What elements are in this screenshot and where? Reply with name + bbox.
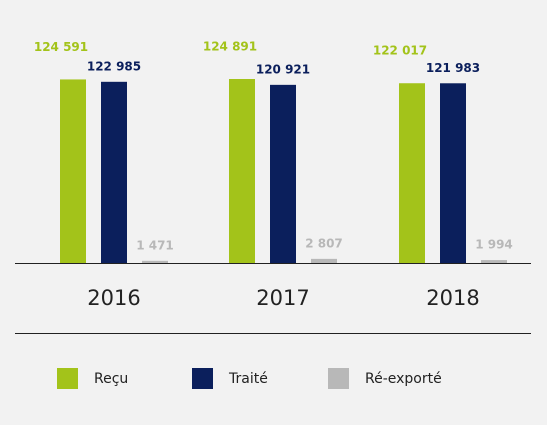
legend-label: Traité — [228, 371, 268, 387]
legend-swatch — [57, 368, 78, 389]
value-label: 2 807 — [305, 236, 343, 250]
value-label: 124 891 — [203, 40, 257, 54]
bar — [101, 81, 127, 264]
bar — [399, 83, 425, 263]
x-tick-label: 2018 — [426, 286, 479, 310]
x-tick-label: 2016 — [87, 286, 140, 310]
bar — [311, 258, 337, 263]
legend-label: Reçu — [94, 371, 128, 387]
bar — [440, 83, 466, 264]
value-label: 122 985 — [87, 59, 141, 73]
value-label: 124 591 — [34, 40, 88, 54]
x-tick-label: 2017 — [256, 286, 309, 310]
value-label: 120 921 — [256, 62, 310, 76]
bar — [229, 79, 255, 263]
value-label: 1 471 — [136, 238, 174, 252]
legend-swatch — [192, 368, 213, 389]
value-label: 1 994 — [475, 238, 513, 252]
value-label: 122 017 — [373, 44, 427, 58]
legend-label: Ré-exporté — [365, 371, 442, 387]
bar — [270, 84, 296, 263]
bar — [60, 79, 86, 263]
bar — [481, 260, 507, 263]
bar — [142, 260, 168, 263]
legend-swatch — [328, 368, 349, 389]
value-label: 121 983 — [426, 61, 480, 75]
